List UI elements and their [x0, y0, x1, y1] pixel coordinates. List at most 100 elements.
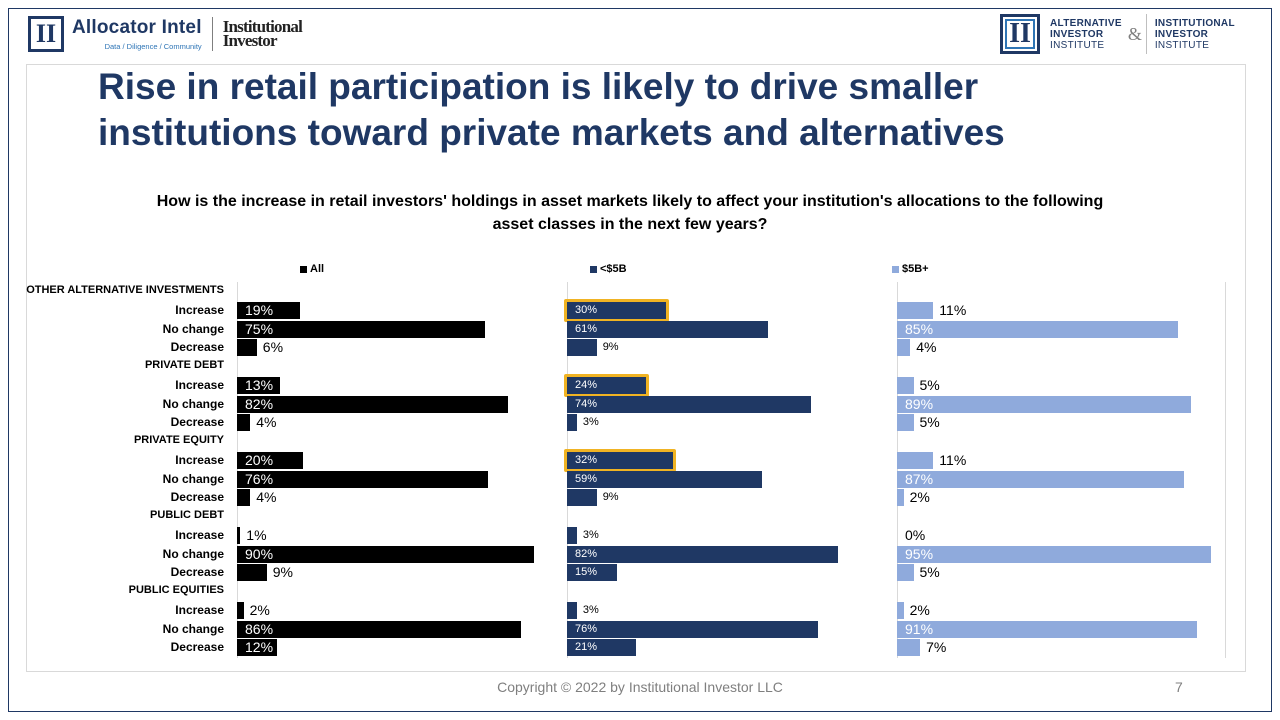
- ii-logo-mark: II: [28, 16, 64, 52]
- bar-2: [897, 545, 1211, 563]
- response-label: Decrease: [170, 415, 224, 430]
- data-label: 12%: [245, 639, 274, 656]
- axis-baseline-0: [237, 282, 238, 658]
- data-label: 15%: [575, 566, 598, 579]
- data-label: 13%: [245, 376, 274, 393]
- institutional-investor-wordmark: Institutional Investor: [222, 17, 303, 50]
- data-label: 4%: [256, 414, 277, 431]
- data-label: 6%: [262, 339, 284, 356]
- response-label: Increase: [175, 377, 224, 392]
- data-label: 91%: [905, 620, 934, 637]
- ampersand: &: [1127, 23, 1142, 44]
- category-label: PRIVATE EQUITY: [133, 434, 224, 446]
- alternative-investor-institute-name: ALTERNATIVE INVESTOR INSTITUTE: [1050, 17, 1122, 51]
- bar-1: [567, 414, 577, 432]
- legend-item-2: $5B+: [892, 263, 929, 275]
- bar-2: [897, 301, 934, 319]
- data-label: 4%: [256, 489, 277, 506]
- data-label: 5%: [919, 564, 940, 581]
- data-label: 7%: [926, 639, 947, 656]
- bar-1: [567, 301, 666, 319]
- bar-1: [567, 639, 637, 657]
- allocator-intel-logo: II Allocator Intel Data / Diligence / Co…: [28, 16, 303, 52]
- legend-label: <$5B: [600, 263, 627, 275]
- bar-2: [897, 489, 904, 507]
- bar-0: [237, 301, 300, 319]
- data-label: 95%: [905, 545, 934, 562]
- data-label: 0%: [905, 526, 926, 543]
- bar-0: [237, 451, 303, 469]
- highlight-box: [564, 298, 669, 322]
- response-label: Increase: [175, 302, 224, 317]
- data-label: 5%: [919, 376, 940, 393]
- bar-0: [237, 601, 244, 619]
- bar-1: [567, 620, 818, 638]
- bar-2: [897, 339, 911, 357]
- bar-0: [237, 526, 241, 544]
- response-label: Decrease: [170, 490, 224, 505]
- data-label: 21%: [575, 641, 598, 654]
- axis-right-edge: [1225, 282, 1226, 658]
- data-label: 3%: [582, 528, 599, 541]
- data-label: 2%: [909, 601, 930, 618]
- ii-institute-logo-mark: II: [1000, 14, 1040, 54]
- response-label: Decrease: [170, 640, 224, 655]
- category-label: OTHER ALTERNATIVE INVESTMENTS: [26, 284, 224, 296]
- bar-0: [237, 414, 251, 432]
- page-number: 7: [1175, 679, 1183, 695]
- slide-frame: [8, 8, 1272, 712]
- response-label: Decrease: [170, 565, 224, 580]
- response-label: No change: [162, 546, 224, 561]
- highlight-box: [564, 448, 676, 472]
- bar-0: [237, 639, 277, 657]
- bar-1: [567, 470, 762, 488]
- logo-divider: [211, 17, 213, 51]
- bar-2: [897, 320, 1178, 338]
- bar-2: [897, 376, 914, 394]
- response-label: No change: [162, 471, 224, 486]
- bar-0: [237, 320, 485, 338]
- response-label: No change: [162, 321, 224, 336]
- data-label: 75%: [245, 320, 274, 337]
- response-label: Decrease: [170, 340, 224, 355]
- data-label: 61%: [575, 322, 598, 335]
- data-label: 82%: [575, 547, 598, 560]
- data-label: 89%: [905, 395, 934, 412]
- legend-swatch: [892, 265, 899, 273]
- data-label: 5%: [919, 414, 940, 431]
- bar-2: [897, 414, 914, 432]
- highlight-box: [564, 373, 650, 397]
- legend-label: $5B+: [902, 263, 929, 275]
- data-label: 2%: [909, 489, 930, 506]
- data-label: 9%: [602, 341, 619, 354]
- bar-2: [897, 601, 904, 619]
- bar-1: [567, 564, 617, 582]
- data-label: 90%: [245, 545, 274, 562]
- content-area: [26, 64, 1246, 672]
- allocator-intel-tagline: Data / Diligence / Community: [104, 41, 202, 51]
- category-label: PUBLIC DEBT: [150, 509, 224, 521]
- legend-item-1: <$5B: [590, 263, 627, 275]
- copyright-footer: Copyright © 2022 by Institutional Invest…: [497, 679, 783, 695]
- institutional-investor-institute-name: INSTITUTIONAL INVESTOR INSTITUTE: [1154, 17, 1235, 51]
- data-label: 9%: [602, 491, 619, 504]
- logo-divider-right: [1145, 14, 1147, 54]
- category-label: PUBLIC EQUITIES: [128, 584, 224, 596]
- data-label: 11%: [939, 301, 967, 318]
- data-label: 76%: [245, 470, 274, 487]
- slide-title: Rise in retail participation is likely t…: [98, 66, 1005, 153]
- bar-2: [897, 620, 1198, 638]
- data-label: 76%: [575, 622, 598, 635]
- data-label: 82%: [245, 395, 274, 412]
- data-label: 1%: [246, 526, 267, 543]
- bar-0: [237, 339, 257, 357]
- bar-0: [237, 564, 267, 582]
- response-label: Increase: [175, 452, 224, 467]
- data-label: 3%: [582, 416, 599, 429]
- bar-1: [567, 451, 673, 469]
- axis-baseline-2: [897, 282, 898, 658]
- bar-1: [567, 320, 769, 338]
- bar-0: [237, 395, 508, 413]
- data-label: 85%: [905, 320, 934, 337]
- data-label: 59%: [575, 472, 598, 485]
